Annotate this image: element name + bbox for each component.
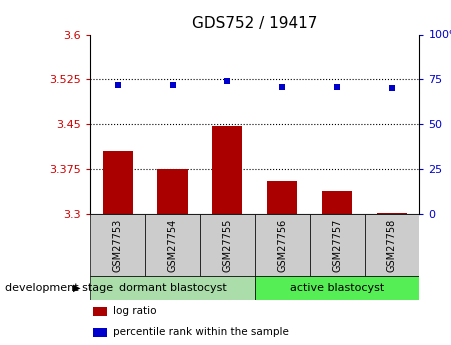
Text: development stage: development stage	[5, 283, 113, 293]
FancyBboxPatch shape	[90, 214, 145, 276]
Text: ▶: ▶	[73, 283, 80, 293]
Text: GSM27758: GSM27758	[387, 218, 397, 272]
FancyBboxPatch shape	[200, 214, 255, 276]
Bar	[212, 126, 243, 214]
FancyBboxPatch shape	[255, 214, 310, 276]
Text: GSM27755: GSM27755	[222, 218, 232, 272]
FancyBboxPatch shape	[255, 276, 419, 300]
FancyBboxPatch shape	[90, 276, 255, 300]
Bar	[93, 307, 107, 316]
Text: GSM27754: GSM27754	[167, 218, 178, 272]
Bar	[157, 169, 188, 214]
Bar	[322, 191, 352, 214]
Bar	[377, 213, 407, 214]
Text: GSM27757: GSM27757	[332, 218, 342, 272]
Text: GSM27753: GSM27753	[113, 218, 123, 272]
Text: dormant blastocyst: dormant blastocyst	[119, 283, 226, 293]
FancyBboxPatch shape	[310, 214, 364, 276]
Bar	[102, 151, 133, 214]
FancyBboxPatch shape	[364, 214, 419, 276]
Title: GDS752 / 19417: GDS752 / 19417	[192, 16, 318, 31]
Text: percentile rank within the sample: percentile rank within the sample	[113, 327, 289, 337]
Text: active blastocyst: active blastocyst	[290, 283, 384, 293]
Text: log ratio: log ratio	[113, 306, 157, 316]
Text: GSM27756: GSM27756	[277, 218, 287, 272]
FancyBboxPatch shape	[145, 214, 200, 276]
Bar	[267, 181, 297, 214]
Bar	[93, 327, 107, 337]
